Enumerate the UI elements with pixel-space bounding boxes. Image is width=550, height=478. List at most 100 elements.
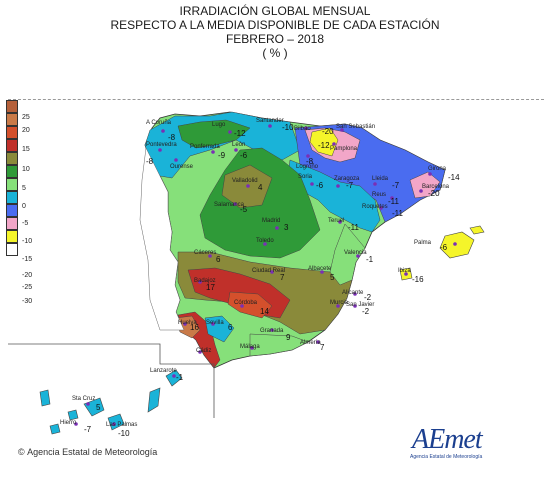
station-madrid: Madrid 3 — [262, 218, 289, 232]
legend-label: -20 — [22, 272, 33, 279]
station-sevilla: Sevilla 6 — [206, 320, 233, 332]
svg-text:7: 7 — [320, 343, 325, 352]
svg-text:Las Palmas: Las Palmas — [106, 422, 137, 428]
svg-text:Girona: Girona — [428, 166, 447, 172]
svg-text:Almería: Almería — [300, 340, 321, 346]
station-valencia: Valencia-1 — [344, 250, 374, 264]
station-leon: León -6 — [232, 142, 248, 160]
legend-label: 25 — [22, 114, 30, 121]
el-hierro — [49, 423, 61, 435]
legend-label: -5 — [22, 220, 29, 227]
svg-text:7: 7 — [280, 273, 285, 282]
svg-text:Toledo: Toledo — [256, 238, 274, 244]
title-line-2: RESPECTO A LA MEDIA DISPONIBLE DE CADA E… — [110, 18, 440, 32]
mallorca — [439, 231, 475, 259]
svg-text:-2: -2 — [362, 307, 370, 316]
legend-swatch-25 — [6, 100, 18, 113]
station-girona: Girona-14 — [428, 166, 460, 182]
svg-text:-9: -9 — [218, 151, 226, 160]
station-lugo: Lugo -12 — [212, 122, 246, 138]
legend-label: -30 — [22, 298, 33, 305]
copyright-symbol: © — [18, 447, 25, 457]
fuerteventura — [147, 387, 161, 413]
svg-text:Teruel: Teruel — [328, 218, 344, 224]
svg-text:Sevilla: Sevilla — [206, 320, 224, 326]
station-san-javier: San Javier-2 — [346, 302, 374, 316]
station-santander: Santander-10 — [256, 118, 294, 132]
legend-label: -25 — [22, 284, 33, 291]
station-almeria: Almería 7 — [300, 340, 325, 352]
svg-text:Cáceres: Cáceres — [194, 250, 216, 256]
svg-text:-1: -1 — [176, 373, 184, 382]
svg-text:-11: -11 — [388, 197, 400, 206]
station-logrono: Logroño-8 — [296, 154, 319, 170]
logo-subtitle: Agencia Estatal de Meteorología — [410, 454, 483, 460]
legend-label: 15 — [22, 146, 30, 153]
svg-text:16: 16 — [190, 323, 199, 332]
legend-label: 20 — [22, 127, 30, 134]
svg-text:-16: -16 — [412, 275, 424, 284]
station-murcia: Murcia — [330, 300, 349, 308]
zone-valencia-green — [329, 223, 366, 286]
station-ponferrada: Ponferrada-9 — [190, 144, 226, 160]
svg-text:6: 6 — [228, 323, 233, 332]
svg-text:Palma: Palma — [414, 240, 432, 246]
svg-text:Zaragoza: Zaragoza — [334, 176, 360, 182]
svg-text:-6: -6 — [440, 243, 448, 252]
svg-text:-7: -7 — [392, 181, 400, 190]
svg-text:-11: -11 — [392, 209, 404, 218]
station-teruel: Teruel -11 — [328, 218, 360, 232]
station-barcelona: Barcelona-20 — [419, 184, 450, 198]
svg-text:Logroño: Logroño — [296, 164, 319, 170]
svg-text:Cádiz: Cádiz — [196, 348, 211, 354]
svg-text:Pontevedra: Pontevedra — [146, 142, 177, 148]
gran-canaria — [107, 413, 125, 431]
svg-text:-8: -8 — [168, 133, 176, 142]
top-divider — [8, 99, 544, 100]
svg-text:Huelva: Huelva — [178, 320, 197, 326]
legend-swatch-15 — [6, 126, 18, 139]
title-line-3: FEBRERO – 2018 — [225, 32, 325, 46]
station-lleida: Lleida-7 — [372, 176, 400, 190]
svg-text:Salamanca: Salamanca — [214, 202, 245, 208]
la-palma — [39, 389, 51, 407]
station-alicante: Alicante -2 — [342, 290, 372, 302]
legend-swatch-20 — [6, 113, 18, 126]
svg-text:-20: -20 — [428, 189, 440, 198]
station-pamplona: Pamplona-12 — [318, 141, 358, 152]
aemet-logo: AEmet Agencia Estatal de Meteorología — [404, 424, 514, 464]
menorca — [469, 225, 485, 235]
legend-swatch-m30 — [6, 243, 18, 256]
station-hierro: Hierro -7 — [60, 420, 92, 434]
svg-text:-1: -1 — [366, 255, 374, 264]
svg-text:Santander: Santander — [256, 118, 284, 124]
legend-label: -15 — [22, 256, 33, 263]
svg-text:Sta Cruz: Sta Cruz — [72, 396, 95, 402]
svg-text:Murcia: Murcia — [330, 300, 349, 306]
legend-swatch-m25 — [6, 230, 18, 243]
svg-text:9: 9 — [286, 333, 291, 342]
svg-text:Lleida: Lleida — [372, 176, 389, 182]
svg-text:Soria: Soria — [298, 174, 313, 180]
svg-text:Pamplona: Pamplona — [330, 146, 358, 152]
zone-bilbao-yellow — [309, 127, 339, 157]
legend-swatch-10 — [6, 139, 18, 152]
svg-text:Ourense: Ourense — [170, 164, 194, 170]
svg-text:A Coruña: A Coruña — [146, 120, 172, 126]
zone-cantabrian-green — [177, 119, 251, 149]
svg-text:Madrid: Madrid — [262, 218, 280, 224]
svg-text:17: 17 — [206, 283, 215, 292]
svg-text:Roquetes: Roquetes — [362, 204, 388, 210]
svg-text:Albacete: Albacete — [308, 266, 332, 272]
svg-text:Lanzarote: Lanzarote — [150, 368, 177, 374]
svg-text:Ibiza: Ibiza — [398, 268, 411, 274]
svg-text:14: 14 — [260, 307, 269, 316]
svg-text:Hierro: Hierro — [60, 420, 77, 426]
